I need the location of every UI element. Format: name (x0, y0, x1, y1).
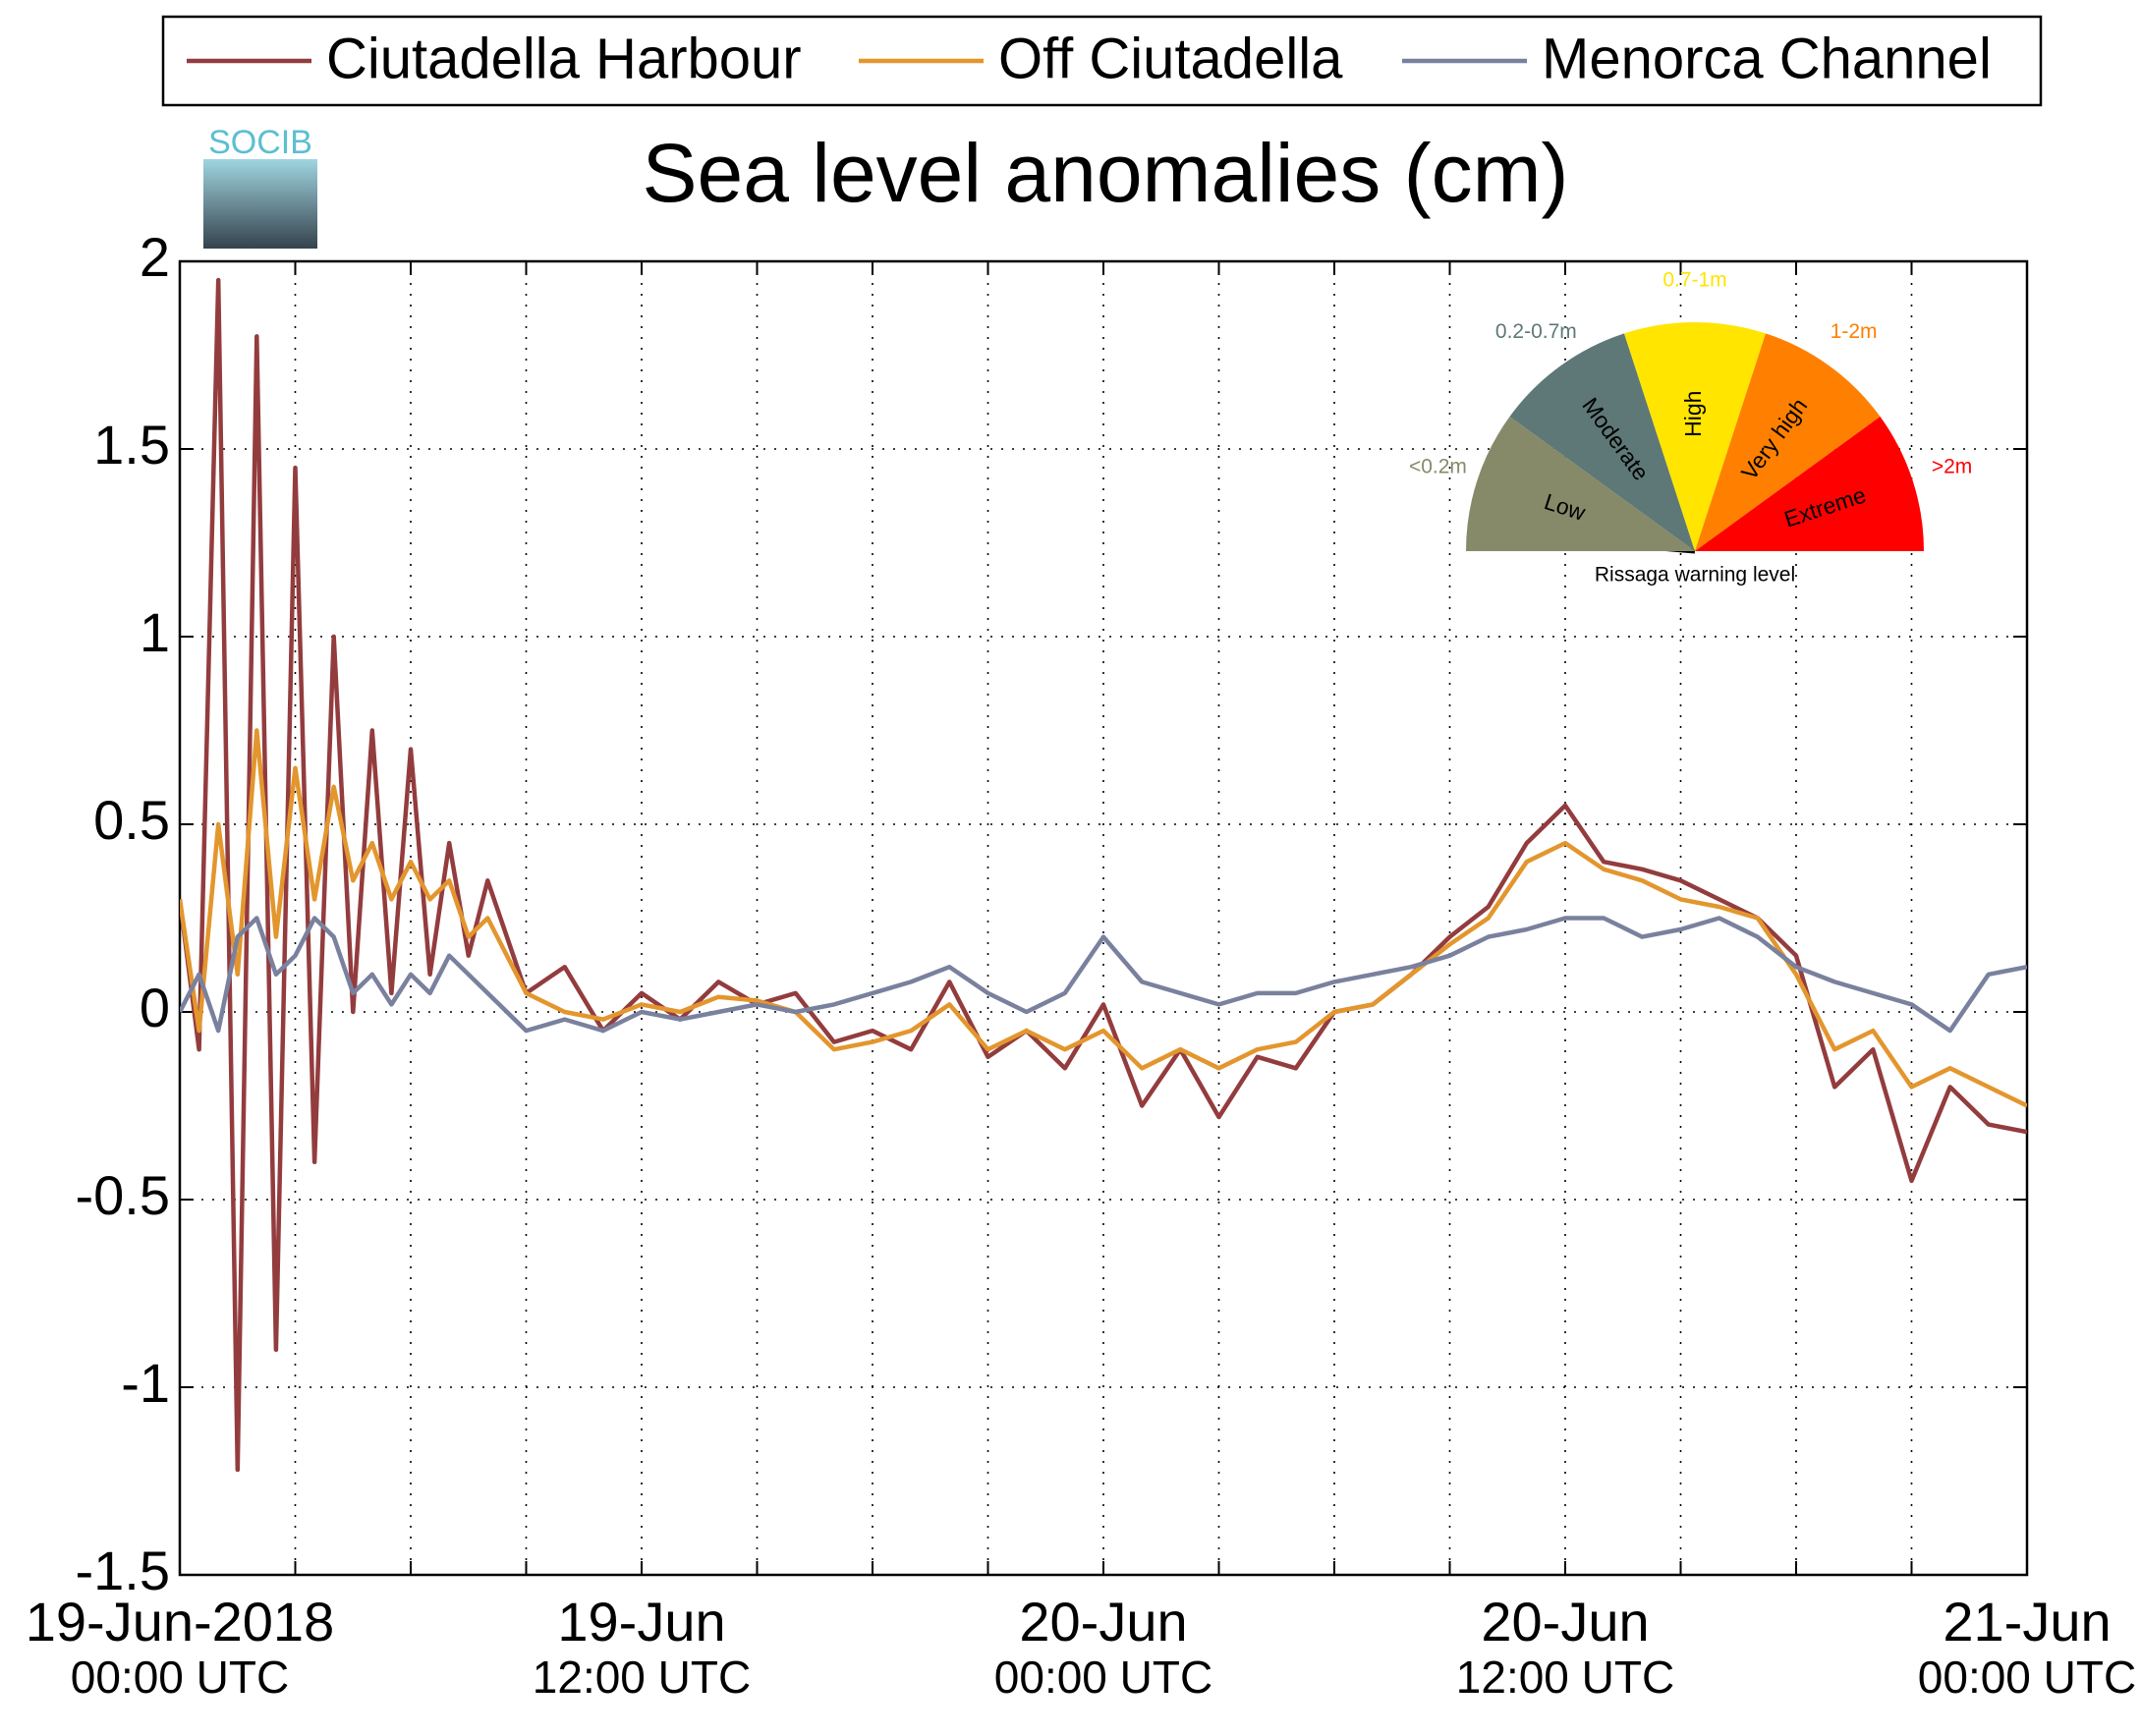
gauge-sector (1466, 417, 1695, 551)
x-tick-label: 21-Jun (1943, 1591, 2111, 1652)
y-tick-label: 1.5 (93, 414, 170, 476)
gauge-sector (1695, 333, 1881, 551)
legend-label: Menorca Channel (1542, 27, 1992, 90)
x-tick-sublabel: 00:00 UTC (994, 1652, 1212, 1703)
series-line (180, 728, 2027, 1108)
x-tick-label: 20-Jun (1481, 1591, 1649, 1652)
gauge-sector (1624, 321, 1766, 551)
x-tick-label: 19-Jun-2018 (26, 1591, 334, 1652)
series-line (180, 916, 2027, 1034)
y-tick-label: -1.5 (76, 1540, 171, 1601)
x-tick-sublabel: 12:00 UTC (1456, 1652, 1674, 1703)
gauge-sector (1695, 417, 1924, 551)
y-tick-label: 2 (140, 226, 170, 288)
plot-lines (180, 277, 2027, 1473)
x-tick-sublabel: 12:00 UTC (533, 1652, 751, 1703)
y-tick-label: -1 (121, 1352, 170, 1414)
chart-title: Sea level anomalies (cm) (642, 127, 1568, 219)
gauge-level-name: High (1680, 391, 1706, 437)
gauge-range-label: 0.7-1m (1662, 269, 1726, 292)
legend-label: Off Ciutadella (998, 27, 1343, 90)
y-tick-label: 1 (140, 601, 170, 663)
x-tick-sublabel: 00:00 UTC (71, 1652, 289, 1703)
x-tick-sublabel: 00:00 UTC (1918, 1652, 2136, 1703)
gauge-sector (1509, 333, 1695, 551)
series-line (180, 277, 2027, 1473)
legend-box (161, 15, 2043, 107)
logo-text: SOCIB (208, 124, 312, 161)
logo-image (203, 159, 317, 249)
inset-caption: Rissaga warning level (1595, 564, 1795, 587)
gauge-range-label: <0.2m (1409, 456, 1467, 478)
gauge-range-label: 1-2m (1831, 320, 1878, 343)
gauge-range-label: 0.2-0.7m (1495, 320, 1577, 343)
legend-label: Ciutadella Harbour (326, 27, 802, 90)
y-tick-label: 0 (140, 977, 170, 1038)
y-tick-label: -0.5 (76, 1164, 171, 1226)
y-tick-label: 0.5 (93, 789, 170, 851)
gauge-range-label: >2m (1932, 456, 1972, 478)
x-tick-label: 19-Jun (557, 1591, 725, 1652)
x-tick-label: 20-Jun (1019, 1591, 1187, 1652)
